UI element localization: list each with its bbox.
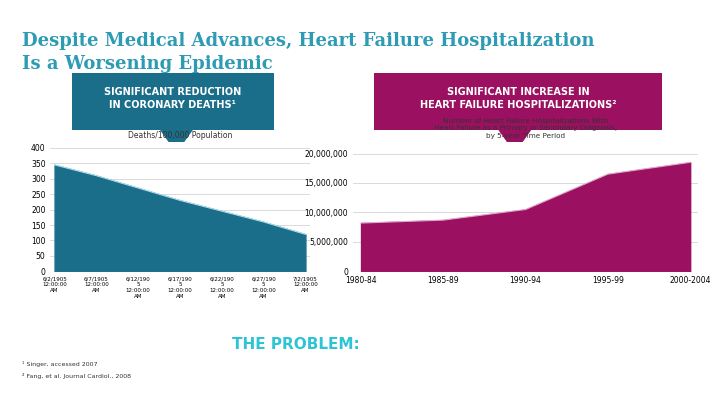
Text: SIGNIFICANT REDUCTION
IN CORONARY DEATHS¹: SIGNIFICANT REDUCTION IN CORONARY DEATHS… [104, 87, 241, 110]
Polygon shape [159, 128, 194, 152]
Title: Number of Heart Failure Hospitalizations With
Heart Failure as a Primary or Seco: Number of Heart Failure Hospitalizations… [434, 117, 617, 139]
Polygon shape [498, 128, 532, 152]
Text: ² Fang, et al. Journal Cardiol., 2008: ² Fang, et al. Journal Cardiol., 2008 [22, 373, 130, 379]
Title: Deaths/100,000 Population: Deaths/100,000 Population [128, 130, 232, 140]
Text: the clinical and financial burden to society is only going to escalate.: the clinical and financial burden to soc… [99, 373, 621, 388]
Text: Despite Medical Advances, Heart Failure Hospitalization
Is a Worsening Epidemic: Despite Medical Advances, Heart Failure … [22, 32, 594, 72]
Text: THE PROBLEM:: THE PROBLEM: [233, 337, 360, 352]
Text: ¹ Singer, accessed 2007: ¹ Singer, accessed 2007 [22, 360, 97, 367]
Text: SIGNIFICANT INCREASE IN
HEART FAILURE HOSPITALIZATIONS²: SIGNIFICANT INCREASE IN HEART FAILURE HO… [420, 87, 616, 110]
Text: Unless focused, dramatic measures are taken,: Unless focused, dramatic measures are ta… [360, 337, 720, 352]
